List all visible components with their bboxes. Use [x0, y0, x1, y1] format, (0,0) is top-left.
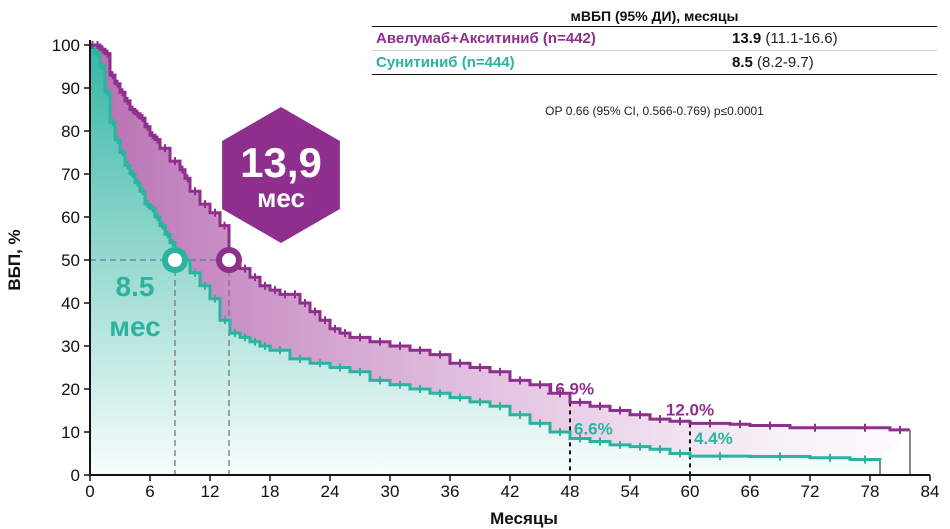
avelumab-median-big: 13,9 [240, 139, 322, 186]
sunitinib-median-marker [162, 247, 188, 273]
y-tick-label: 40 [61, 294, 80, 313]
y-tick-label: 80 [61, 122, 80, 141]
median-guide-lines [90, 259, 691, 475]
survival-rate-label: 6.6% [574, 420, 613, 439]
difference-area [90, 45, 910, 461]
x-tick-label: 84 [921, 482, 940, 501]
x-tick-label: 72 [801, 482, 820, 501]
sunitinib-median-big: 8.5 [116, 271, 155, 302]
legend-ci-sunitinib: (8.2-9.7) [757, 54, 814, 71]
x-tick-label: 30 [381, 482, 400, 501]
legend-value-sunitinib: 8.5 (8.2-9.7) [732, 51, 814, 74]
avelumab-curve [90, 43, 910, 432]
sunitinib-median-unit: мес [109, 311, 161, 342]
y-tick-label: 90 [61, 79, 80, 98]
y-tick-label: 60 [61, 208, 80, 227]
x-tick-label: 18 [261, 482, 280, 501]
y-tick-label: 30 [61, 337, 80, 356]
legend-value-avelumab: 13.9 (11.1-16.6) [732, 27, 838, 50]
hazard-ratio-text: ОР 0.66 (95% CI, 0.566-0.769) p≤0.0001 [545, 104, 764, 118]
legend-ci-avelumab: (11.1-16.6) [765, 30, 838, 47]
legend-row-sunitinib: Сунитиниб (n=444) 8.5 (8.2-9.7) [372, 50, 937, 75]
y-tick-label: 0 [71, 466, 80, 485]
x-tick-label: 0 [85, 482, 94, 501]
x-tick-label: 36 [441, 482, 460, 501]
median-badge-hexagon [222, 107, 340, 243]
x-tick-label: 54 [621, 482, 640, 501]
x-tick-label: 60 [681, 482, 700, 501]
survival-rate-label: 4.4% [694, 429, 733, 448]
legend-name-sunitinib: Сунитиниб (n=444) [376, 54, 515, 71]
legend-row-avelumab: Авелумаб+Акситиниб (n=442) 13.9 (11.1-16… [372, 27, 937, 50]
sunitinib-curve [90, 43, 882, 462]
x-tick-label: 12 [201, 482, 220, 501]
x-tick-label: 42 [501, 482, 520, 501]
y-tick-label: 70 [61, 165, 80, 184]
avelumab-median-marker [216, 247, 242, 273]
y-tick-label: 100 [52, 36, 80, 55]
legend-median-avelumab: 13.9 [732, 30, 762, 47]
avelumab-median-unit: мес [257, 183, 305, 213]
x-tick-label: 78 [861, 482, 880, 501]
chart-axes: 0 6 12 18 24 30 36 42 48 54 60 66 72 78 84 0 10 20 30 40 50 6… [52, 36, 940, 501]
legend-header: мВБП (95% ДИ), месяцы [372, 6, 937, 27]
y-tick-label: 20 [61, 380, 80, 399]
x-axis-title: Месяцы [490, 509, 558, 528]
x-tick-label: 24 [321, 482, 340, 501]
x-tick-label: 48 [561, 482, 580, 501]
legend-median-sunitinib: 8.5 [732, 54, 753, 71]
y-tick-label: 50 [61, 251, 80, 270]
legend-name-avelumab: Авелумаб+Акситиниб (n=442) [376, 30, 596, 47]
y-axis-title: ВБП, % [5, 229, 24, 290]
x-tick-label: 6 [145, 482, 154, 501]
survival-rate-label: 16.9% [546, 379, 594, 398]
median-pfs-legend: мВБП (95% ДИ), месяцы Авелумаб+Акситиниб… [372, 6, 937, 75]
survival-area-fills [90, 45, 910, 475]
sunitinib-area [90, 45, 880, 475]
x-tick-label: 66 [741, 482, 760, 501]
survival-rate-label: 12.0% [666, 400, 714, 419]
y-tick-label: 10 [61, 423, 80, 442]
